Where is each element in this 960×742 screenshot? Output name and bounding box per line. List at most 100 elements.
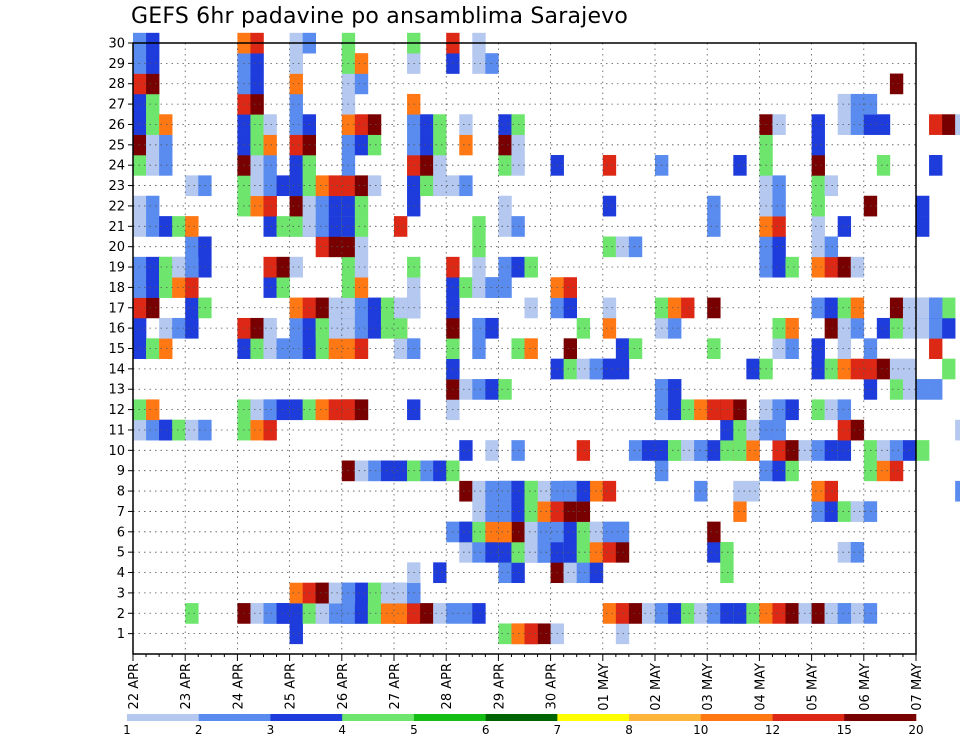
heatmap-cell: [485, 480, 499, 502]
heatmap-cell: [354, 277, 369, 298]
y-tick-label: 8: [117, 485, 125, 500]
y-tick-label: 29: [108, 57, 125, 72]
heatmap-cell: [811, 236, 825, 258]
heatmap-cell: [563, 338, 577, 359]
heatmap-cell: [733, 480, 747, 502]
heatmap-cell: [459, 541, 473, 563]
heatmap-cell: [602, 317, 617, 339]
heatmap-cell: [250, 419, 264, 441]
heatmap-cell: [276, 277, 290, 298]
y-tick-label: 12: [108, 403, 125, 418]
legend-label: 12: [765, 723, 780, 737]
heatmap-cell: [328, 195, 343, 217]
heatmap-cell: [720, 399, 734, 421]
heatmap-cell: [420, 603, 434, 624]
heatmap-cell: [146, 195, 160, 217]
heatmap-cell: [824, 603, 838, 624]
heatmap-cell: [563, 297, 577, 319]
heatmap-cell: [263, 114, 277, 135]
heatmap-cell: [850, 114, 865, 135]
heatmap-cell: [472, 603, 486, 624]
heatmap-cell: [420, 175, 434, 197]
heatmap-cell: [250, 317, 264, 339]
heatmap-cell: [263, 256, 277, 278]
heatmap-cell: [146, 338, 160, 359]
heatmap-cell: [524, 501, 538, 522]
legend-label: 6: [482, 723, 490, 737]
legend-swatch: [844, 714, 917, 721]
heatmap-cell: [250, 134, 264, 156]
heatmap-cell: [824, 399, 838, 421]
heatmap-cell: [289, 195, 303, 217]
heatmap-cell: [955, 114, 960, 135]
heatmap-cell: [772, 399, 786, 421]
heatmap-cell: [811, 603, 825, 624]
heatmap-cell: [289, 114, 303, 135]
heatmap-cell: [263, 317, 277, 339]
heatmap-cell: [824, 317, 838, 339]
heatmap-cell: [289, 155, 303, 176]
legend-swatch: [342, 714, 415, 721]
heatmap-cell: [433, 114, 447, 135]
y-tick-label: 5: [117, 546, 125, 561]
heatmap-cell: [433, 134, 447, 156]
y-tick-label: 20: [108, 240, 125, 255]
heatmap-cell: [602, 297, 617, 319]
heatmap-cell: [850, 317, 865, 339]
heatmap-cell: [263, 603, 277, 624]
heatmap-cell: [315, 195, 330, 217]
heatmap-cell: [785, 440, 799, 461]
heatmap-cell: [433, 155, 447, 176]
heatmap-cell: [498, 216, 512, 237]
heatmap-cell: [328, 582, 343, 604]
heatmap-cell: [498, 195, 512, 217]
heatmap-cell: [367, 134, 382, 156]
heatmap-cell: [354, 195, 369, 217]
heatmap-cell: [146, 277, 160, 298]
heatmap-cell: [785, 256, 799, 278]
heatmap-cell: [889, 440, 904, 461]
heatmap-cell: [668, 317, 682, 339]
heatmap-cell: [433, 603, 447, 624]
heatmap-cell: [720, 419, 734, 441]
heatmap-cell: [485, 317, 499, 339]
heatmap-cell: [889, 73, 904, 95]
heatmap-cell: [380, 460, 395, 482]
y-tick-label: 9: [117, 464, 125, 479]
heatmap-cell: [850, 603, 865, 624]
heatmap-cell: [746, 419, 760, 441]
heatmap-cell: [185, 256, 199, 278]
heatmap-cell: [602, 155, 617, 176]
heatmap-cell: [889, 317, 904, 339]
heatmap-cell: [328, 216, 343, 237]
heatmap-cell: [746, 480, 760, 502]
heatmap-cell: [876, 358, 891, 380]
legend-label: 2: [195, 723, 203, 737]
y-tick-label: 3: [117, 586, 125, 601]
heatmap-cell: [628, 440, 643, 461]
heatmap-cell: [929, 114, 943, 135]
heatmap-cell: [955, 419, 960, 441]
heatmap-cell: [250, 195, 264, 217]
heatmap-cell: [811, 399, 825, 421]
heatmap-cell: [628, 338, 643, 359]
legend-label: 3: [267, 723, 275, 737]
heatmap-cell: [472, 379, 486, 400]
heatmap-cell: [380, 582, 395, 604]
x-tick-label: 27 APR: [388, 663, 403, 709]
heatmap-cell: [472, 521, 486, 543]
heatmap-cell: [772, 440, 786, 461]
heatmap-cell: [367, 582, 382, 604]
heatmap-cell: [498, 256, 512, 278]
heatmap-cell: [263, 338, 277, 359]
heatmap-cell: [263, 277, 277, 298]
y-axis: 1234567891011121314151617181920212223242…: [108, 37, 133, 642]
heatmap-cell: [485, 541, 499, 563]
chart-title: GEFS 6hr padavine po ansamblima Sarajevo: [131, 4, 629, 29]
heatmap-cell: [289, 134, 303, 156]
heatmap-cell: [172, 317, 186, 339]
heatmap-cell: [889, 358, 904, 380]
heatmap-cell: [328, 317, 343, 339]
heatmap-cell: [354, 53, 369, 74]
